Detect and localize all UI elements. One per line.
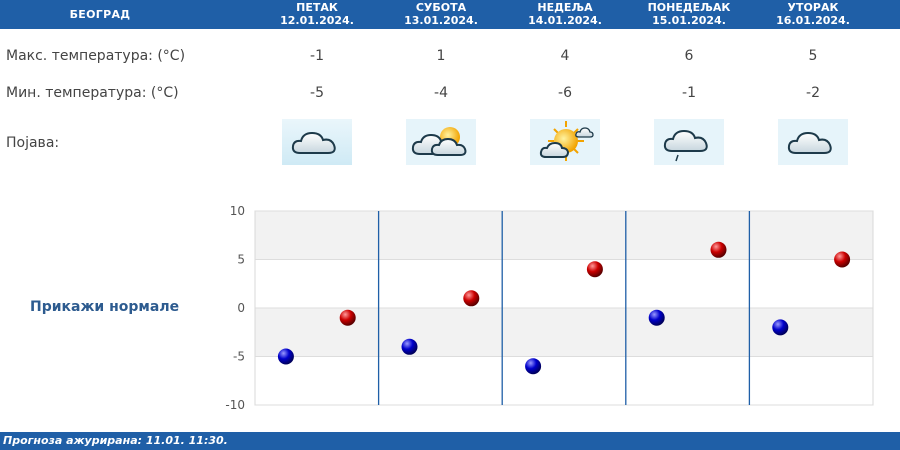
day-date: 13.01.2024. [404, 14, 478, 27]
day-name: СУБОТА [415, 1, 467, 14]
day-header-2: СУБОТА 13.01.2024. [386, 1, 496, 27]
cloud-icon [778, 119, 848, 165]
min-temp-value: -2 [806, 85, 820, 101]
max-temp-point[interactable] [463, 290, 480, 307]
min-temp-point[interactable] [525, 358, 542, 375]
y-tick-label: -10 [225, 398, 245, 412]
mostly-sunny-icon [530, 119, 600, 165]
min-temp-label: Мин. температура: (°C) [6, 85, 179, 101]
partly-cloudy-icon [406, 119, 476, 165]
min-temp-point[interactable] [401, 338, 418, 355]
min-temp-value: -1 [682, 85, 696, 101]
max-temp-label: Макс. температура: (°C) [6, 48, 186, 64]
min-temp-point[interactable] [648, 309, 665, 326]
chart-band [255, 356, 873, 405]
forecast-updated-text: Прогноза ажурирана: 11.01. 11:30. [0, 432, 900, 450]
max-temp-point[interactable] [834, 251, 851, 268]
min-temp-value: -4 [434, 85, 448, 101]
header-bar: БЕОГРАД ПЕТАК 12.01.2024. СУБОТА 13.01.2… [0, 0, 900, 29]
chart-band [255, 259, 873, 308]
y-tick-label: 5 [237, 253, 245, 267]
day-header-1: ПЕТАК 12.01.2024. [262, 1, 372, 27]
max-temp-value: 4 [560, 48, 570, 64]
day-date: 15.01.2024. [652, 14, 726, 27]
cloud-light-rain-icon [654, 119, 724, 165]
phenomenon-label: Појава: [6, 135, 60, 151]
min-temp-point[interactable] [277, 348, 294, 365]
y-tick-label: -5 [233, 350, 245, 364]
max-temp-value: 1 [436, 48, 446, 64]
min-temp-value: -6 [558, 85, 572, 101]
chart-band [255, 211, 873, 260]
day-name: УТОРАК [787, 1, 839, 14]
y-tick-label: 0 [237, 301, 245, 315]
y-tick-label: 10 [230, 204, 245, 218]
day-name: НЕДЕЉА [537, 1, 593, 14]
chart-band [255, 308, 873, 357]
max-temp-point[interactable] [339, 309, 356, 326]
max-temp-value: 6 [684, 48, 694, 64]
day-date: 12.01.2024. [280, 14, 354, 27]
cloud-icon [282, 119, 352, 165]
min-temp-point[interactable] [772, 319, 789, 336]
day-header-4: ПОНЕДЕЉАК 15.01.2024. [634, 1, 744, 27]
max-temp-point[interactable] [710, 241, 727, 258]
show-normals-link[interactable]: Прикажи нормале [30, 299, 180, 315]
max-temp-point[interactable] [586, 261, 603, 278]
day-date: 16.01.2024. [776, 14, 850, 27]
day-date: 14.01.2024. [528, 14, 602, 27]
max-temp-value: -1 [310, 48, 324, 64]
temperature-chart: 10 5 0 -5 -10 [225, 204, 874, 412]
day-header-5: УТОРАК 16.01.2024. [758, 1, 868, 27]
day-name: ПЕТАК [296, 1, 338, 14]
min-temp-value: -5 [310, 85, 324, 101]
day-name: ПОНЕДЕЉАК [647, 1, 731, 14]
city-name: БЕОГРАД [69, 8, 131, 21]
day-header-3: НЕДЕЉА 14.01.2024. [510, 1, 620, 27]
max-temp-value: 5 [808, 48, 818, 64]
